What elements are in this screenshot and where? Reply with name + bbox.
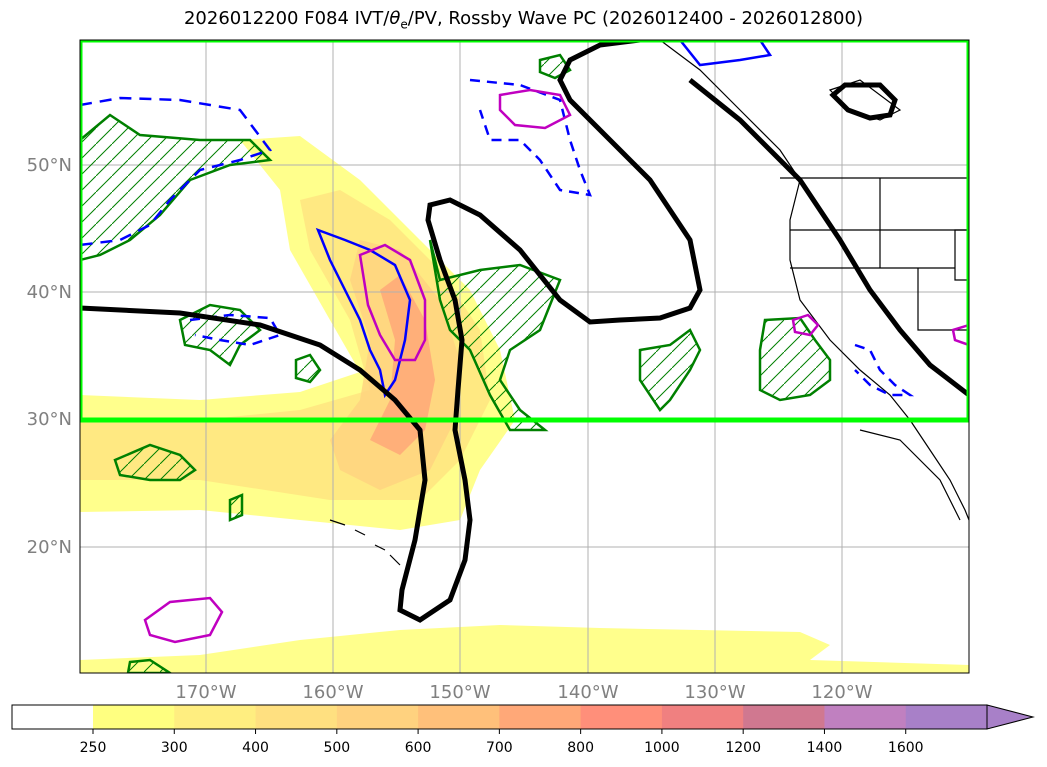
title-prefix: 2026012200 F084 IVT/ <box>183 8 390 29</box>
lat-label-50: 50°N <box>27 155 72 176</box>
lon-label-120w: 120°W <box>811 682 872 703</box>
colorbar-tick-label-600: 600 <box>405 740 432 756</box>
colorbar-swatch-500 <box>336 705 419 729</box>
title-theta: θ <box>389 8 401 29</box>
lon-label-140w: 140°W <box>557 682 618 703</box>
theta-e-region-small3 <box>228 493 244 522</box>
colorbar-tick-label-700: 700 <box>486 740 513 756</box>
title-suffix: /PV, Rossby Wave PC (2026012400 - 202601… <box>407 8 863 29</box>
pv-contour-dashed-n <box>469 78 592 197</box>
lat-label-20: 20°N <box>27 537 72 558</box>
colorbar-tick-label-300: 300 <box>161 740 188 756</box>
colorbar-swatch-600 <box>418 705 500 729</box>
magenta-contour-south <box>143 596 224 644</box>
graticule <box>80 40 969 673</box>
colorbar-extend-arrow <box>986 704 1035 730</box>
longitude-labels: 170°W 160°W 150°W 140°W 130°W 120°W <box>175 682 872 703</box>
colorbar-swatch-1200 <box>743 705 825 729</box>
colorbar-tick-label-800: 800 <box>567 740 594 756</box>
magenta-contour-far-east <box>951 323 969 347</box>
pv-contours <box>80 40 915 399</box>
target-region-box <box>80 40 969 423</box>
colorbar-swatch-1600 <box>905 705 988 729</box>
colorbar-ticks: 250 300 400 500 600 700 800 1000 1200 1400 1600 <box>80 729 924 756</box>
rossby-wave-pc <box>80 40 969 623</box>
theta-e-regions <box>80 53 832 673</box>
colorbar-swatch-300 <box>174 705 257 729</box>
map-title: 2026012200 F084 IVT/θe/PV, Rossby Wave P… <box>0 8 1047 32</box>
lat-label-40: 40°N <box>27 282 72 303</box>
theta-e-region-sw <box>113 443 197 482</box>
colorbar-tick-label-250: 250 <box>80 740 107 756</box>
magenta-contour-central <box>358 243 427 362</box>
lon-label-150w: 150°W <box>429 682 490 703</box>
rossby-pc-east <box>688 78 969 397</box>
pv-contour-top <box>679 40 773 67</box>
colorbar-swatch-800 <box>580 705 663 729</box>
theta-e-region-south <box>126 658 173 673</box>
pv-contour-dashed-w <box>189 313 282 347</box>
latitude-labels: 50°N 40°N 30°N 20°N <box>27 155 72 558</box>
ivt-band-south <box>80 625 969 673</box>
rossby-pc-loop <box>829 82 898 121</box>
pv-contour-solid <box>315 227 412 399</box>
colorbar: 250 300 400 500 600 700 800 1000 1200 1400 1600 <box>11 704 1035 756</box>
pv-contour-dashed-nw <box>80 96 273 247</box>
lon-label-170w: 170°W <box>175 682 236 703</box>
theta-e-region-nw <box>80 113 273 262</box>
colorbar-swatch-1000 <box>661 705 744 729</box>
colorbar-swatches <box>93 705 988 729</box>
magenta-contour-east <box>791 313 820 337</box>
colorbar-tick-label-500: 500 <box>323 740 350 756</box>
title-theta-sub: e <box>400 17 408 32</box>
colorbar-tick-label-1400: 1400 <box>807 740 843 756</box>
plot-frame <box>79 39 970 674</box>
colorbar-swatch-1400 <box>824 705 907 729</box>
rossby-pc-main <box>80 40 703 623</box>
magenta-contour-north <box>498 88 572 130</box>
theta-e-region-mid <box>638 328 702 412</box>
colorbar-tick-label-400: 400 <box>242 740 269 756</box>
colorbar-swatch-400 <box>255 705 338 729</box>
colorbar-tick-label-1200: 1200 <box>725 740 761 756</box>
lon-label-130w: 130°W <box>684 682 745 703</box>
colorbar-tick-label-1000: 1000 <box>644 740 680 756</box>
theta-e-region-east <box>758 316 832 402</box>
colorbar-swatch-250 <box>93 705 175 729</box>
ivt-shading <box>80 136 969 673</box>
theta-e-region-small2 <box>294 353 322 384</box>
pv-contour-dashed-e <box>854 343 915 397</box>
colorbar-tick-label-1600: 1600 <box>888 740 924 756</box>
lon-label-160w: 160°W <box>302 682 363 703</box>
colorbar-swatch-700 <box>499 705 582 729</box>
magenta-contours <box>143 88 969 644</box>
colorbar-white-segment <box>12 705 93 729</box>
lat-label-30: 30°N <box>27 409 72 430</box>
ivt-band-600 <box>370 275 435 455</box>
